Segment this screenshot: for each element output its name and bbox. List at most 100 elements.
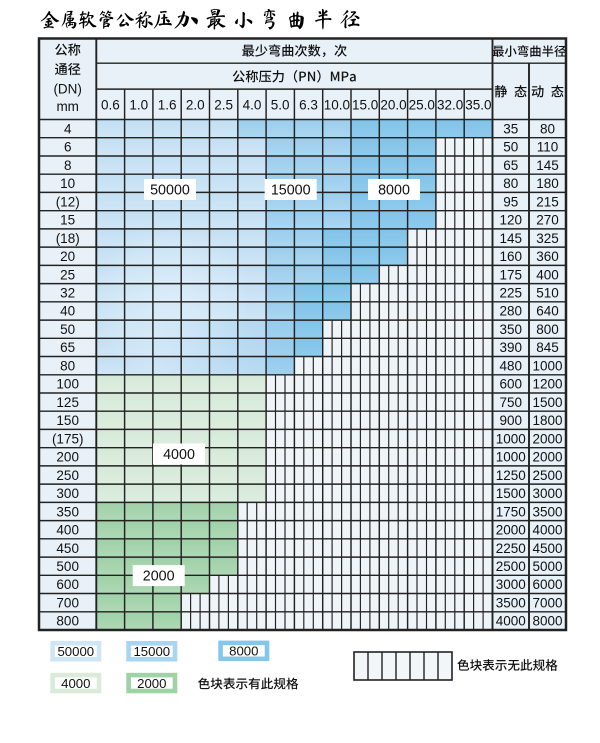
svg-text:32.0: 32.0 — [437, 97, 463, 112]
svg-text:10.0: 10.0 — [324, 97, 350, 112]
svg-text:95: 95 — [503, 194, 518, 209]
svg-text:510: 510 — [536, 286, 559, 301]
svg-text:160: 160 — [500, 249, 523, 264]
svg-text:3500: 3500 — [532, 504, 562, 519]
svg-text:600: 600 — [56, 577, 79, 592]
svg-text:250: 250 — [56, 468, 79, 483]
svg-text:700: 700 — [56, 596, 79, 611]
svg-text:15.0: 15.0 — [352, 97, 378, 112]
svg-text:1.6: 1.6 — [158, 97, 177, 112]
svg-text:4500: 4500 — [532, 541, 562, 556]
svg-text:2.0: 2.0 — [186, 97, 205, 112]
svg-text:1200: 1200 — [532, 377, 562, 392]
svg-text:10: 10 — [60, 176, 75, 191]
svg-text:(175): (175) — [52, 431, 84, 446]
svg-text:3500: 3500 — [496, 596, 526, 611]
svg-text:0.6: 0.6 — [101, 97, 120, 112]
svg-text:270: 270 — [536, 213, 559, 228]
svg-text:15000: 15000 — [271, 182, 311, 198]
svg-text:845: 845 — [536, 340, 559, 355]
svg-text:5000: 5000 — [532, 559, 562, 574]
svg-text:480: 480 — [500, 358, 523, 373]
svg-text:175: 175 — [500, 267, 523, 282]
svg-text:4000: 4000 — [532, 523, 562, 538]
svg-text:2000: 2000 — [496, 523, 526, 538]
svg-text:6000: 6000 — [532, 577, 562, 592]
svg-text:50: 50 — [503, 140, 518, 155]
svg-text:215: 215 — [536, 194, 559, 209]
svg-text:900: 900 — [500, 413, 523, 428]
svg-text:150: 150 — [56, 413, 79, 428]
svg-text:80: 80 — [60, 358, 75, 373]
svg-text:25: 25 — [60, 267, 75, 282]
svg-text:(18): (18) — [56, 231, 80, 246]
svg-text:800: 800 — [536, 322, 559, 337]
svg-text:6.3: 6.3 — [299, 97, 318, 112]
svg-text:4000: 4000 — [61, 676, 90, 691]
svg-text:4: 4 — [64, 121, 72, 136]
svg-text:1250: 1250 — [496, 468, 526, 483]
svg-text:100: 100 — [56, 377, 79, 392]
svg-text:2000: 2000 — [143, 569, 175, 585]
svg-text:390: 390 — [500, 340, 523, 355]
svg-text:35.0: 35.0 — [465, 97, 491, 112]
svg-text:32: 32 — [60, 286, 75, 301]
svg-text:20: 20 — [60, 249, 75, 264]
svg-text:1000: 1000 — [496, 431, 526, 446]
svg-text:180: 180 — [536, 176, 559, 191]
svg-text:300: 300 — [56, 486, 79, 501]
svg-text:200: 200 — [56, 450, 79, 465]
svg-text:110: 110 — [537, 140, 559, 155]
svg-text:8000: 8000 — [532, 614, 562, 629]
svg-text:(DN): (DN) — [53, 81, 82, 96]
svg-text:7000: 7000 — [532, 596, 562, 611]
svg-text:65: 65 — [503, 158, 518, 173]
svg-text:50: 50 — [60, 322, 75, 337]
svg-text:1800: 1800 — [532, 413, 562, 428]
svg-text:1.0: 1.0 — [129, 97, 148, 112]
svg-text:4000: 4000 — [163, 447, 195, 463]
svg-text:8: 8 — [64, 158, 72, 173]
svg-text:225: 225 — [500, 286, 523, 301]
svg-text:2000: 2000 — [532, 431, 562, 446]
svg-text:8000: 8000 — [229, 644, 258, 659]
svg-text:360: 360 — [536, 249, 559, 264]
svg-text:80: 80 — [503, 176, 518, 191]
svg-text:15000: 15000 — [133, 644, 170, 659]
svg-text:1500: 1500 — [532, 395, 562, 410]
svg-text:5.0: 5.0 — [271, 97, 290, 112]
svg-text:35: 35 — [503, 121, 518, 136]
svg-text:145: 145 — [500, 231, 523, 246]
svg-text:2250: 2250 — [496, 541, 526, 556]
svg-text:350: 350 — [56, 504, 79, 519]
svg-text:2500: 2500 — [532, 468, 562, 483]
svg-text:20.0: 20.0 — [380, 97, 406, 112]
svg-text:(12): (12) — [56, 194, 80, 209]
svg-text:2.5: 2.5 — [214, 97, 233, 112]
svg-text:800: 800 — [56, 614, 79, 629]
svg-text:15: 15 — [60, 213, 75, 228]
svg-text:500: 500 — [56, 559, 79, 574]
svg-text:325: 325 — [536, 231, 559, 246]
svg-text:400: 400 — [56, 523, 79, 538]
svg-text:80: 80 — [540, 121, 555, 136]
svg-text:120: 120 — [500, 213, 523, 228]
svg-text:1000: 1000 — [532, 358, 562, 373]
svg-text:125: 125 — [56, 395, 79, 410]
svg-text:4.0: 4.0 — [243, 97, 262, 112]
svg-text:2000: 2000 — [137, 676, 166, 691]
svg-text:450: 450 — [56, 541, 79, 556]
svg-text:600: 600 — [500, 377, 523, 392]
svg-text:25.0: 25.0 — [409, 97, 435, 112]
svg-text:mm: mm — [56, 99, 79, 114]
svg-text:3000: 3000 — [496, 577, 526, 592]
svg-text:1750: 1750 — [496, 504, 526, 519]
svg-text:65: 65 — [60, 340, 75, 355]
svg-text:6: 6 — [64, 140, 72, 155]
svg-text:2500: 2500 — [496, 559, 526, 574]
svg-text:50000: 50000 — [150, 182, 190, 198]
svg-text:40: 40 — [60, 304, 75, 319]
svg-text:3000: 3000 — [532, 486, 562, 501]
svg-text:4000: 4000 — [496, 614, 526, 629]
svg-text:8000: 8000 — [378, 182, 410, 198]
